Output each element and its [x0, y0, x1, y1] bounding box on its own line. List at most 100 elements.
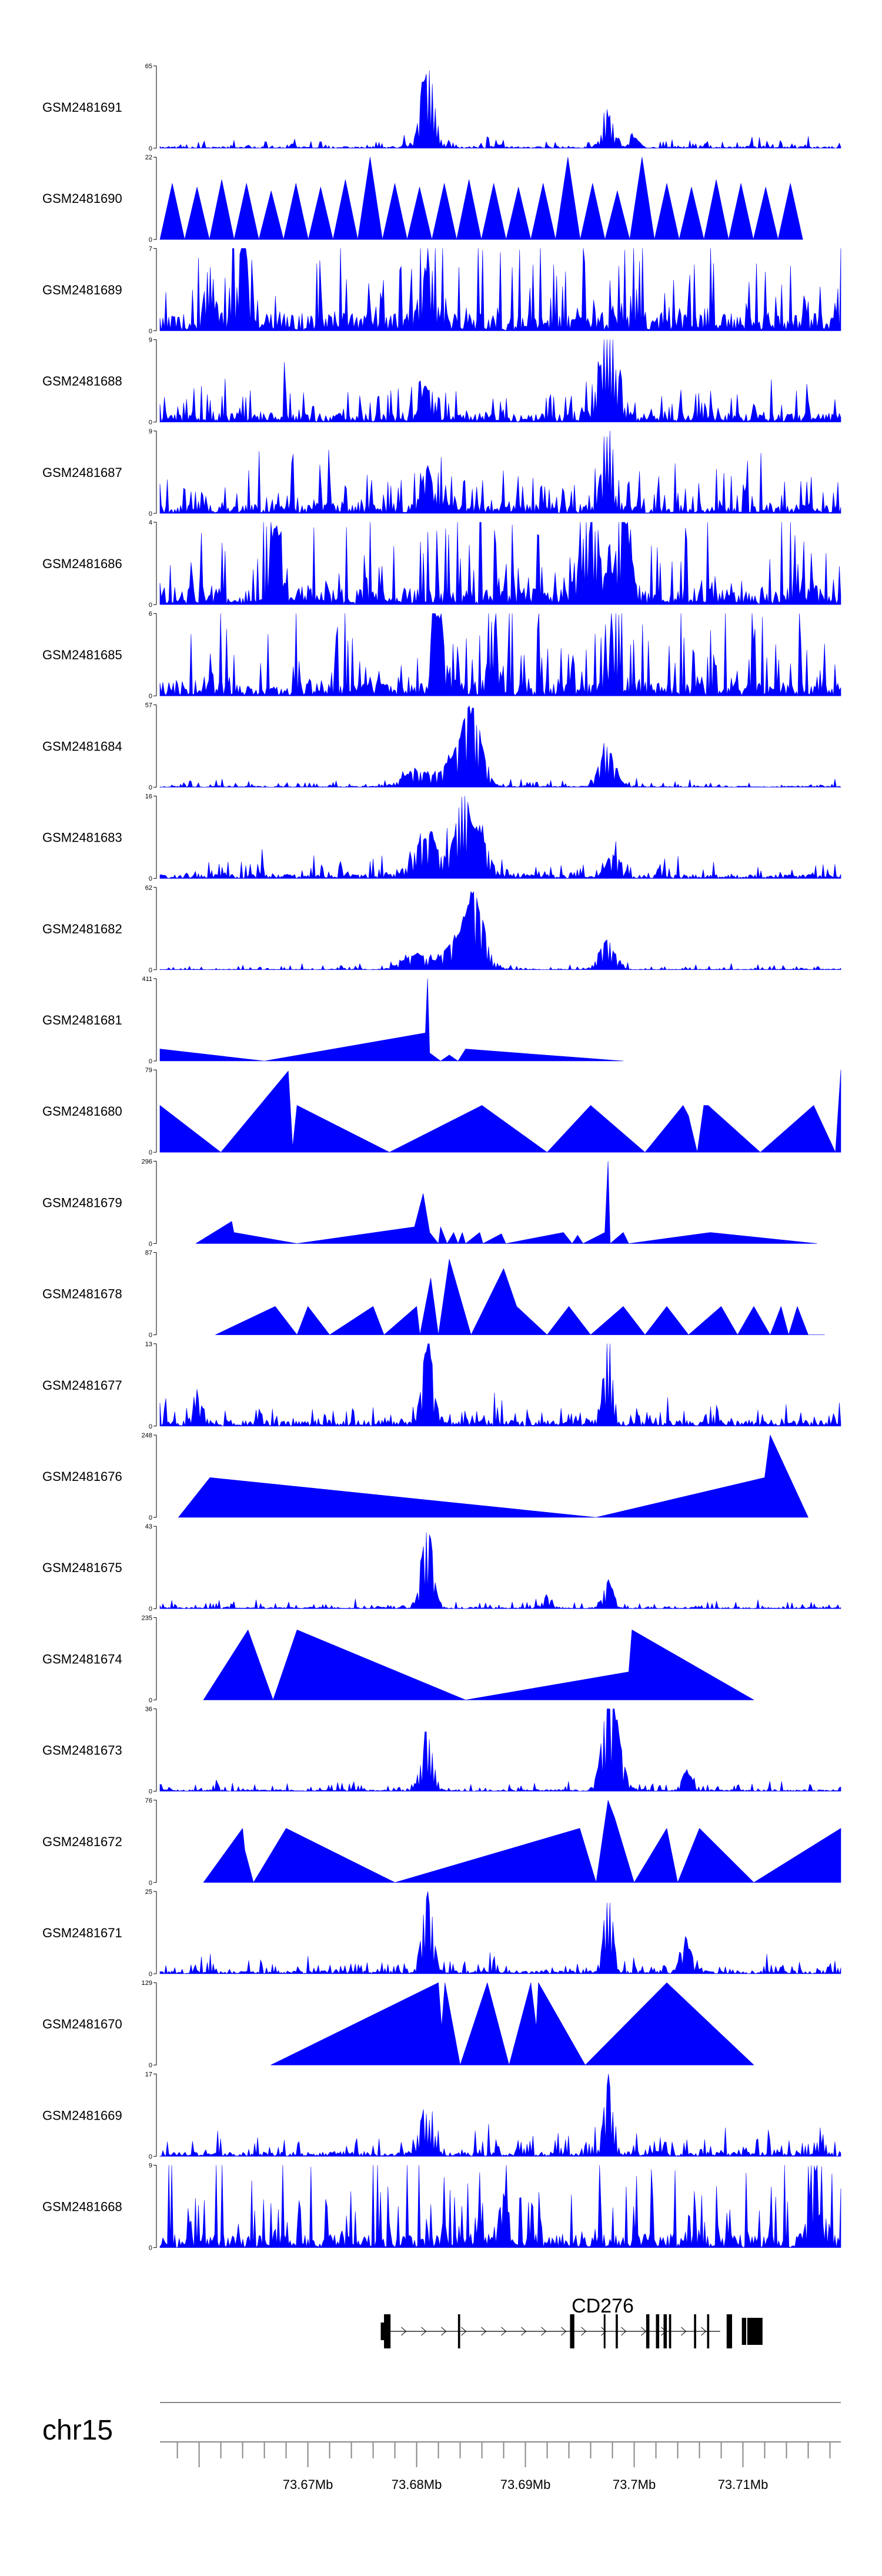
track-label: GSM2481686: [42, 556, 122, 571]
track-GSM2481670: GSM2481670 129 0: [42, 1980, 754, 2069]
y-axis-max-label: 296: [142, 1158, 152, 1165]
strand-arrow: [621, 2327, 627, 2336]
y-axis-zero-label: 0: [149, 1423, 152, 1430]
gene-exon: [741, 2318, 747, 2345]
track-label: GSM2481691: [42, 100, 122, 115]
y-axis-zero-label: 0: [149, 1788, 152, 1796]
y-axis-max-label: 36: [145, 1706, 152, 1713]
track-GSM2481687: GSM2481687 9 0: [42, 428, 841, 518]
track-GSM2481669: GSM2481669 17 0: [42, 2071, 841, 2160]
gene-exon: [747, 2318, 763, 2345]
y-axis-zero-label: 0: [149, 1971, 152, 1978]
track-label: GSM2481689: [42, 282, 122, 297]
y-axis-max-label: 22: [145, 154, 152, 161]
y-axis-zero-label: 0: [149, 236, 152, 243]
axis-marks: 73.67Mb 73.68Mb 73.69Mb 73.7Mb 73.71Mb: [160, 2402, 841, 2492]
y-axis-max-label: 9: [149, 2163, 152, 2170]
gene-exon: [663, 2314, 667, 2348]
strand-arrow: [681, 2327, 687, 2336]
coverage-area: [159, 1343, 841, 1427]
strand-arrow: [581, 2327, 587, 2336]
track-GSM2481684: GSM2481684 57 0: [42, 702, 841, 791]
track-label: GSM2481674: [42, 1651, 122, 1666]
y-axis-max-label: 16: [145, 793, 152, 800]
strand-arrow: [521, 2327, 527, 2336]
track-label: GSM2481670: [42, 2017, 122, 2031]
y-axis-zero-label: 0: [149, 602, 152, 609]
track-label: GSM2481673: [42, 1743, 122, 1758]
gene-utr: [380, 2323, 385, 2340]
track-label: GSM2481684: [42, 739, 122, 753]
y-axis-zero-label: 0: [149, 967, 152, 974]
gene-exon: [646, 2314, 650, 2348]
coverage-area: [159, 1709, 841, 1791]
coverage-area: [159, 978, 624, 1062]
track-GSM2481682: GSM2481682 62 0: [42, 885, 841, 974]
gene-exon: [616, 2314, 618, 2348]
coverage-area: [159, 156, 803, 240]
track-label: GSM2481687: [42, 465, 122, 480]
y-axis-max-label: 79: [145, 1067, 152, 1074]
track-label: GSM2481679: [42, 1195, 122, 1210]
y-axis-zero-label: 0: [149, 145, 152, 152]
genomic-axis: chr15 73.67Mb 73.68Mb 73.69Mb 73.7Mb 73.71Mb: [42, 2402, 841, 2492]
y-axis-max-label: 4: [149, 519, 152, 526]
track-label: GSM2481685: [42, 648, 122, 662]
coverage-area: [159, 1532, 841, 1609]
track-GSM2481688: GSM2481688 9 0: [42, 337, 841, 426]
y-axis-zero-label: 0: [149, 1240, 152, 1247]
gene-exon: [694, 2314, 696, 2348]
y-axis-zero-label: 0: [149, 1514, 152, 1521]
track-GSM2481674: GSM2481674 235 0: [42, 1614, 754, 1704]
coverage-area: [215, 1259, 825, 1335]
coverage-area: [159, 796, 841, 879]
strand-arrow: [481, 2327, 487, 2336]
strand-arrow: [401, 2327, 407, 2336]
y-axis-zero-label: 0: [149, 1149, 152, 1156]
gene-exon: [656, 2314, 660, 2348]
track-label: GSM2481690: [42, 191, 122, 206]
track-label: GSM2481681: [42, 1013, 122, 1027]
y-axis-max-label: 65: [145, 63, 152, 70]
track-GSM2481676: GSM2481676 248 0: [42, 1432, 808, 1521]
track-GSM2481679: GSM2481679 296 0: [42, 1158, 817, 1247]
coverage-area: [203, 1630, 754, 1700]
track-GSM2481689: GSM2481689 7 0: [42, 245, 841, 335]
y-axis-zero-label: 0: [149, 1332, 152, 1339]
coverage-area: [195, 1161, 817, 1244]
coverage-area: [159, 248, 841, 331]
track-label: GSM2481668: [42, 2200, 122, 2214]
track-GSM2481690: GSM2481690 22 0: [42, 154, 803, 243]
y-axis-max-label: 76: [145, 1797, 152, 1804]
coverage-area: [159, 431, 841, 514]
track-label: GSM2481683: [42, 830, 122, 845]
track-label: GSM2481669: [42, 2108, 122, 2123]
track-GSM2481668: GSM2481668 9 0: [42, 2163, 841, 2252]
strand-arrow: [601, 2327, 607, 2336]
coverage-area: [159, 70, 841, 149]
coverage-area: [270, 1982, 754, 2066]
track-GSM2481680: GSM2481680 79 0: [42, 1067, 841, 1156]
gene-exon: [707, 2314, 710, 2348]
y-axis-zero-label: 0: [149, 1697, 152, 1704]
track-GSM2481671: GSM2481671 25 0: [42, 1888, 841, 1978]
track-GSM2481686: GSM2481686 4 0: [42, 519, 841, 609]
track-label: GSM2481682: [42, 922, 122, 936]
y-axis-max-label: 25: [145, 1888, 152, 1896]
y-axis-zero-label: 0: [149, 419, 152, 426]
y-axis-max-label: 129: [142, 1980, 152, 1987]
gene-name-label: CD276: [572, 2295, 634, 2317]
strand-arrow: [701, 2327, 707, 2336]
coverage-area: [159, 2074, 841, 2157]
gene-exon: [457, 2314, 460, 2348]
coverage-area: [159, 1069, 841, 1153]
track-label: GSM2481671: [42, 1926, 122, 1940]
gene-model: [380, 2314, 763, 2348]
strand-arrow: [461, 2327, 467, 2336]
y-axis-max-label: 43: [145, 1523, 152, 1530]
axis-tick-label: 73.68Mb: [392, 2477, 442, 2492]
coverage-area: [159, 613, 841, 696]
coverage-area: [159, 891, 841, 970]
strand-arrow: [541, 2327, 547, 2336]
